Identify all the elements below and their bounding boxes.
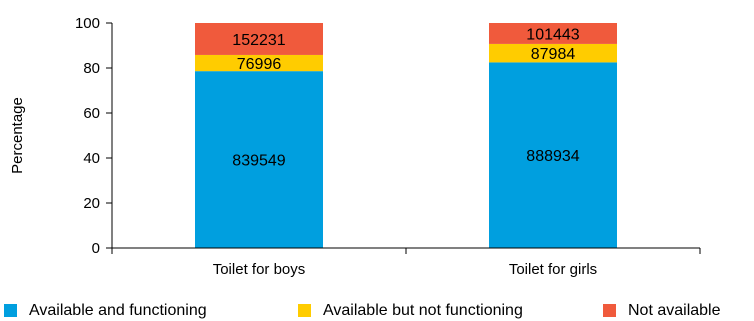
bar-segment [489,62,617,248]
legend-swatch [603,304,616,317]
legend-item: Available but not functioning [298,300,523,321]
legend-label: Available but not functioning [323,301,523,319]
y-tick-label: 40 [83,150,100,167]
y-axis-title: Percentage [9,97,26,174]
legend-label: Not available [628,301,721,319]
legend-swatch [4,304,17,317]
bar-segment [195,54,323,72]
legend-label: Available and functioning [29,301,207,319]
y-tick-label: 60 [83,105,100,122]
x-tick-label: Toilet for boys [213,261,306,278]
x-axis: Toilet for boys Toilet for girls [111,247,701,278]
data-label: 839549 [232,153,285,170]
bar-segment [489,23,617,44]
data-label: 87984 [531,46,576,63]
legend: Available and functioning Available but n… [0,300,754,321]
data-label: 888934 [526,148,579,165]
y-tick-label: 20 [83,195,100,212]
x-tick-label: Toilet for girls [509,261,597,278]
legend-swatch [298,304,311,317]
data-label: 152231 [232,32,285,49]
y-tick-label: 80 [83,60,100,77]
bar-segment [489,43,617,63]
y-tick-label: 0 [92,240,100,257]
legend-item: Not available [603,300,721,321]
data-label: 101443 [526,26,579,43]
y-tick-label: 100 [75,15,100,32]
legend-item: Available and functioning [4,300,207,321]
bar-segment [195,71,323,249]
bar-segment [195,23,323,55]
data-label: 76996 [237,56,282,73]
y-axis: 0 20 40 60 80 100 [75,15,113,257]
stacked-bar-chart: 0 20 40 60 80 100 839549 76996 152231 888934 8798… [9,15,701,278]
bars: 839549 76996 152231 888934 87984 101443 [195,23,617,249]
